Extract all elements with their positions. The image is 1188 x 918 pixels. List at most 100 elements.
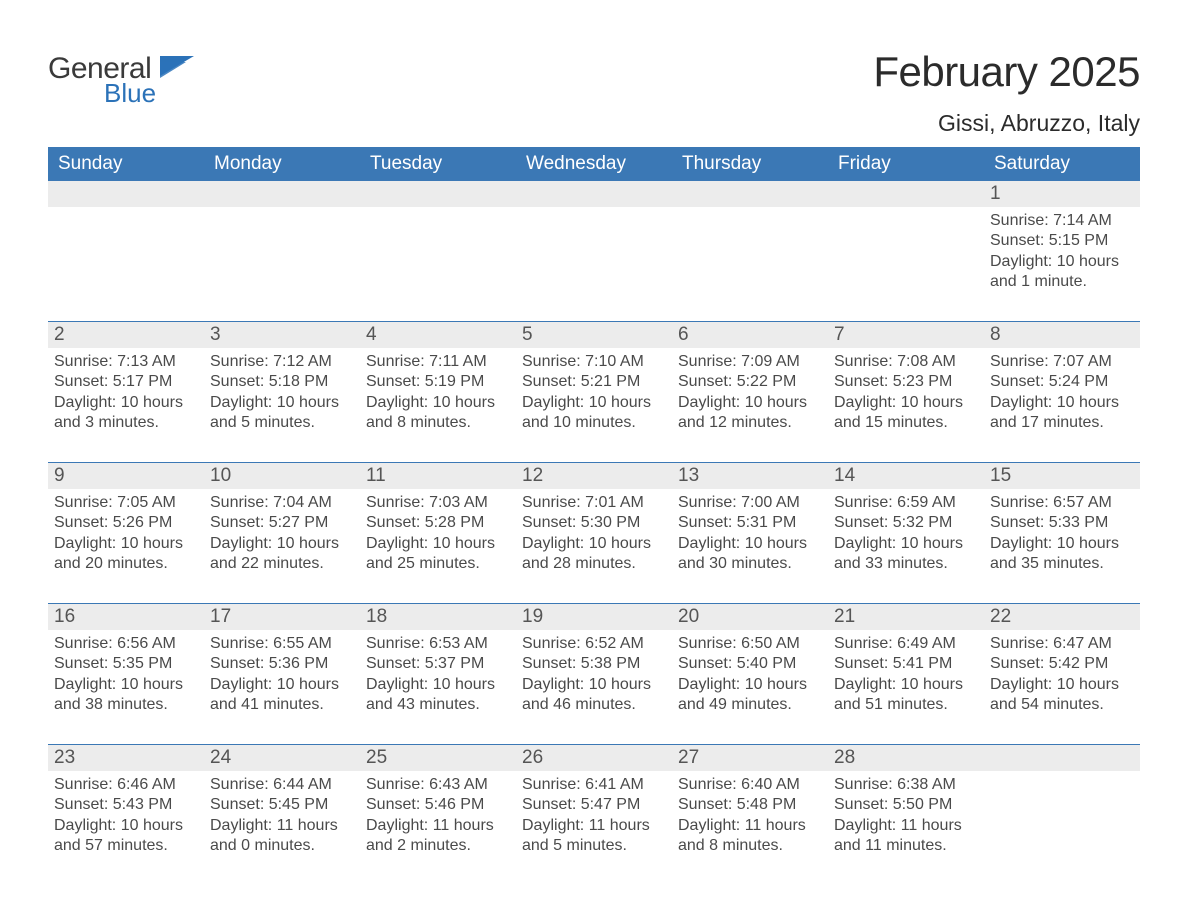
sunrise-line: Sunrise: 7:01 AM (522, 493, 666, 513)
sunset-line: Sunset: 5:50 PM (834, 795, 978, 815)
daylight-line: Daylight: 10 hours and 3 minutes. (54, 393, 198, 434)
sunrise-line: Sunrise: 6:44 AM (210, 775, 354, 795)
sunrise-line: Sunrise: 6:59 AM (834, 493, 978, 513)
daylight-line: Daylight: 10 hours and 10 minutes. (522, 393, 666, 434)
day-number-cell: 28 (828, 745, 984, 771)
day-detail-cell: Sunrise: 6:57 AMSunset: 5:33 PMDaylight:… (984, 489, 1140, 585)
day-number-cell: 2 (48, 322, 204, 348)
daylight-line: Daylight: 10 hours and 20 minutes. (54, 534, 198, 575)
detail-row: Sunrise: 6:46 AMSunset: 5:43 PMDaylight:… (48, 771, 1140, 867)
daynum-row: 9101112131415 (48, 463, 1140, 489)
sunset-line: Sunset: 5:37 PM (366, 654, 510, 674)
sunset-line: Sunset: 5:41 PM (834, 654, 978, 674)
sunrise-line: Sunrise: 7:07 AM (990, 352, 1134, 372)
day-detail-cell: Sunrise: 7:09 AMSunset: 5:22 PMDaylight:… (672, 348, 828, 444)
month-title: February 2025 (873, 48, 1140, 96)
daylight-line: Daylight: 10 hours and 41 minutes. (210, 675, 354, 716)
sunset-line: Sunset: 5:33 PM (990, 513, 1134, 533)
weekday-monday: Monday (204, 147, 360, 181)
daynum-row: 1 (48, 181, 1140, 207)
sunrise-line: Sunrise: 6:56 AM (54, 634, 198, 654)
sunrise-line: Sunrise: 7:08 AM (834, 352, 978, 372)
sunrise-line: Sunrise: 7:11 AM (366, 352, 510, 372)
daylight-line: Daylight: 10 hours and 1 minute. (990, 252, 1134, 293)
sunset-line: Sunset: 5:42 PM (990, 654, 1134, 674)
detail-row: Sunrise: 7:14 AMSunset: 5:15 PMDaylight:… (48, 207, 1140, 303)
day-detail-cell: Sunrise: 6:47 AMSunset: 5:42 PMDaylight:… (984, 630, 1140, 726)
day-detail-cell: Sunrise: 6:55 AMSunset: 5:36 PMDaylight:… (204, 630, 360, 726)
calendar-page: General Blue February 2025 Gissi, Abruzz… (0, 0, 1188, 918)
sunset-line: Sunset: 5:30 PM (522, 513, 666, 533)
daylight-line: Daylight: 11 hours and 0 minutes. (210, 816, 354, 857)
sunrise-line: Sunrise: 6:46 AM (54, 775, 198, 795)
day-number-cell: 9 (48, 463, 204, 489)
day-number-cell: 26 (516, 745, 672, 771)
day-detail-cell: Sunrise: 7:00 AMSunset: 5:31 PMDaylight:… (672, 489, 828, 585)
daylight-line: Daylight: 10 hours and 38 minutes. (54, 675, 198, 716)
day-number-cell: 24 (204, 745, 360, 771)
sunrise-line: Sunrise: 7:00 AM (678, 493, 822, 513)
sunrise-line: Sunrise: 7:05 AM (54, 493, 198, 513)
day-number-cell: 22 (984, 604, 1140, 630)
sunrise-line: Sunrise: 6:43 AM (366, 775, 510, 795)
weeks-container: 1Sunrise: 7:14 AMSunset: 5:15 PMDaylight… (48, 181, 1140, 867)
day-detail-cell: Sunrise: 6:59 AMSunset: 5:32 PMDaylight:… (828, 489, 984, 585)
day-number-cell: 3 (204, 322, 360, 348)
daylight-line: Daylight: 11 hours and 11 minutes. (834, 816, 978, 857)
daylight-line: Daylight: 10 hours and 15 minutes. (834, 393, 978, 434)
day-number-cell: 21 (828, 604, 984, 630)
day-detail-cell: Sunrise: 7:04 AMSunset: 5:27 PMDaylight:… (204, 489, 360, 585)
daylight-line: Daylight: 11 hours and 5 minutes. (522, 816, 666, 857)
day-number-cell: 12 (516, 463, 672, 489)
sunset-line: Sunset: 5:28 PM (366, 513, 510, 533)
day-detail-cell: Sunrise: 6:52 AMSunset: 5:38 PMDaylight:… (516, 630, 672, 726)
sunset-line: Sunset: 5:22 PM (678, 372, 822, 392)
daylight-line: Daylight: 10 hours and 43 minutes. (366, 675, 510, 716)
daylight-line: Daylight: 10 hours and 49 minutes. (678, 675, 822, 716)
daylight-line: Daylight: 10 hours and 30 minutes. (678, 534, 822, 575)
sunrise-line: Sunrise: 6:40 AM (678, 775, 822, 795)
sunrise-line: Sunrise: 7:04 AM (210, 493, 354, 513)
daynum-row: 2345678 (48, 322, 1140, 348)
daylight-line: Daylight: 11 hours and 2 minutes. (366, 816, 510, 857)
day-number-cell: 13 (672, 463, 828, 489)
detail-row: Sunrise: 7:05 AMSunset: 5:26 PMDaylight:… (48, 489, 1140, 585)
week-row: 2345678Sunrise: 7:13 AMSunset: 5:17 PMDa… (48, 321, 1140, 444)
sunset-line: Sunset: 5:36 PM (210, 654, 354, 674)
location: Gissi, Abruzzo, Italy (873, 110, 1140, 137)
day-detail-cell: Sunrise: 6:40 AMSunset: 5:48 PMDaylight:… (672, 771, 828, 867)
sunrise-line: Sunrise: 6:55 AM (210, 634, 354, 654)
day-number-cell: 14 (828, 463, 984, 489)
daylight-line: Daylight: 10 hours and 35 minutes. (990, 534, 1134, 575)
day-detail-cell (672, 207, 828, 303)
sunset-line: Sunset: 5:32 PM (834, 513, 978, 533)
daylight-line: Daylight: 10 hours and 8 minutes. (366, 393, 510, 434)
calendar-grid: Sunday Monday Tuesday Wednesday Thursday… (48, 147, 1140, 867)
day-number-cell: 7 (828, 322, 984, 348)
day-number-cell (48, 181, 204, 207)
detail-row: Sunrise: 6:56 AMSunset: 5:35 PMDaylight:… (48, 630, 1140, 726)
weekday-wednesday: Wednesday (516, 147, 672, 181)
day-number-cell: 8 (984, 322, 1140, 348)
weekday-header: Sunday Monday Tuesday Wednesday Thursday… (48, 147, 1140, 181)
sunrise-line: Sunrise: 7:10 AM (522, 352, 666, 372)
daynum-row: 232425262728 (48, 745, 1140, 771)
day-detail-cell: Sunrise: 6:43 AMSunset: 5:46 PMDaylight:… (360, 771, 516, 867)
sunset-line: Sunset: 5:38 PM (522, 654, 666, 674)
weekday-thursday: Thursday (672, 147, 828, 181)
day-detail-cell (516, 207, 672, 303)
day-number-cell (360, 181, 516, 207)
day-detail-cell: Sunrise: 7:05 AMSunset: 5:26 PMDaylight:… (48, 489, 204, 585)
day-detail-cell: Sunrise: 6:50 AMSunset: 5:40 PMDaylight:… (672, 630, 828, 726)
day-detail-cell: Sunrise: 7:01 AMSunset: 5:30 PMDaylight:… (516, 489, 672, 585)
sunrise-line: Sunrise: 6:38 AM (834, 775, 978, 795)
daylight-line: Daylight: 10 hours and 33 minutes. (834, 534, 978, 575)
sunrise-line: Sunrise: 6:50 AM (678, 634, 822, 654)
week-row: 16171819202122Sunrise: 6:56 AMSunset: 5:… (48, 603, 1140, 726)
logo-text: General Blue (48, 54, 156, 106)
day-number-cell (984, 745, 1140, 771)
daylight-line: Daylight: 10 hours and 25 minutes. (366, 534, 510, 575)
day-detail-cell (204, 207, 360, 303)
sunset-line: Sunset: 5:26 PM (54, 513, 198, 533)
day-number-cell: 10 (204, 463, 360, 489)
